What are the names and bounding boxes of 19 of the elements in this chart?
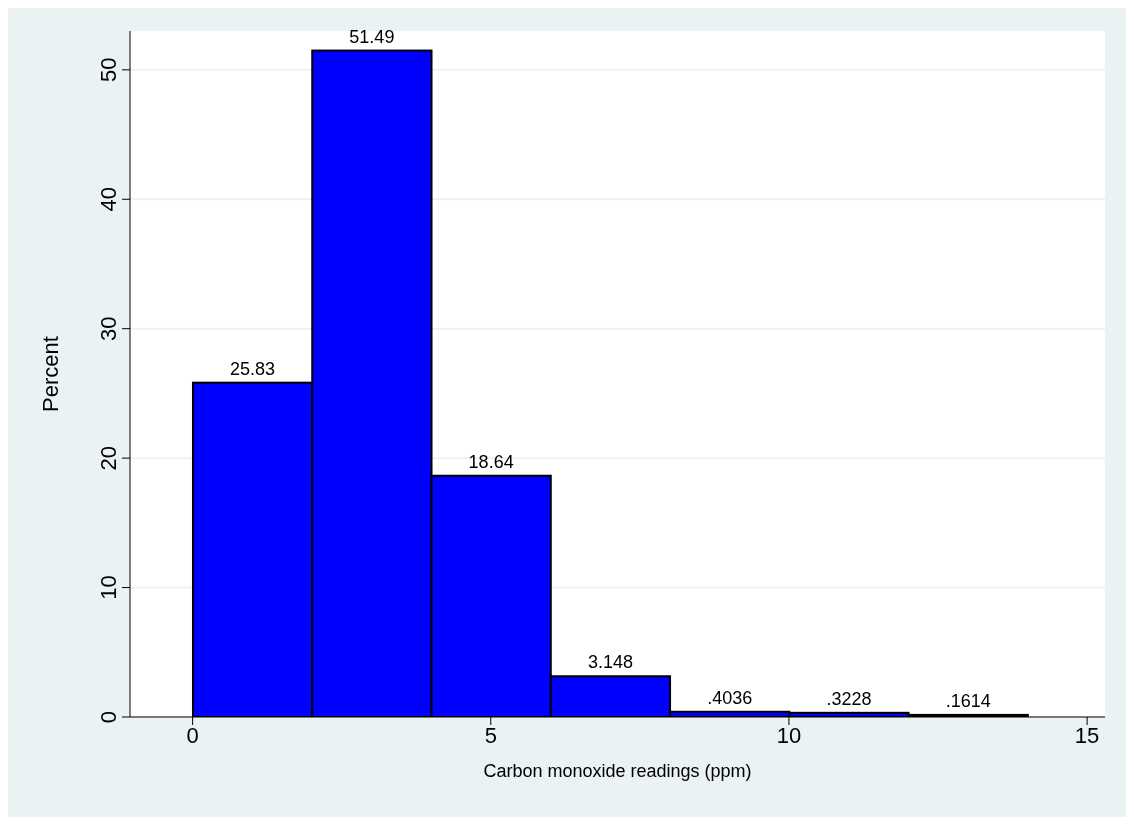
y-tick-label: 0 — [96, 710, 121, 724]
x-tick-label: 0 — [186, 722, 199, 748]
y-axis-title: Percent — [37, 336, 63, 412]
y-tick-label: 20 — [96, 445, 121, 471]
y-tick-label: 40 — [96, 187, 121, 212]
data-label: .4036 — [707, 687, 753, 708]
x-tick-label: 5 — [484, 722, 497, 748]
data-label: 25.83 — [230, 358, 276, 379]
y-tick-label: 30 — [96, 316, 121, 341]
y-tick-label: 50 — [96, 57, 121, 83]
y-tick-label: 10 — [96, 575, 121, 600]
x-tick-label: 15 — [1074, 722, 1100, 748]
data-label: 51.49 — [349, 26, 395, 47]
data-label: 18.64 — [468, 451, 514, 472]
x-tick-label: 10 — [776, 722, 802, 748]
x-axis-title: Carbon monoxide readings (ppm) — [483, 761, 752, 781]
data-label: .3228 — [826, 688, 872, 709]
data-label: .1614 — [945, 690, 991, 711]
data-label: 3.148 — [587, 652, 633, 673]
